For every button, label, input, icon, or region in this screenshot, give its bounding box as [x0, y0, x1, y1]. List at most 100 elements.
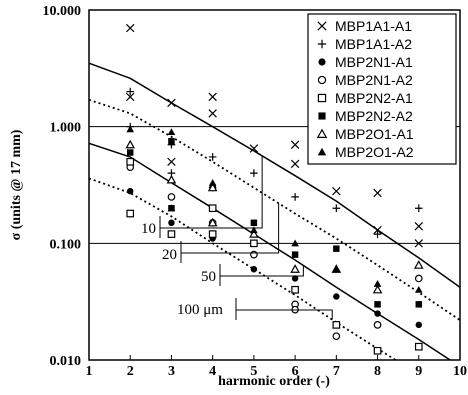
data-point: [168, 138, 175, 145]
open-square-marker: [167, 230, 176, 238]
plus-marker: [250, 169, 258, 177]
data-point: [374, 310, 381, 317]
legend-marker: [316, 128, 328, 138]
plus-marker: [126, 87, 135, 96]
data-point: [414, 204, 423, 213]
data-point: [291, 239, 299, 247]
open-circle-marker: [414, 274, 423, 283]
data-point: [290, 264, 300, 273]
x-tick-label: 2: [127, 364, 134, 379]
reference-curve: [89, 62, 460, 288]
reference-curves: [89, 62, 460, 360]
data-point: [208, 109, 217, 118]
data-point: [168, 219, 175, 227]
data-point: [126, 209, 135, 218]
data-point: [332, 332, 341, 341]
x-tick-label: 9: [415, 364, 422, 379]
filled-circle-marker: [250, 265, 258, 273]
reference-curve: [89, 142, 452, 360]
data-point: [414, 342, 423, 351]
x-marker: [317, 21, 327, 31]
open-square-marker: [373, 346, 382, 355]
data-point: [332, 321, 341, 329]
curve-label: 10: [141, 221, 156, 237]
x-marker: [208, 92, 217, 102]
filled-circle-marker: [415, 321, 423, 329]
filled-square-marker: [415, 301, 423, 308]
filled-square-marker: [168, 138, 175, 145]
plus-marker: [208, 153, 217, 161]
data-points: [125, 23, 424, 355]
data-point: [291, 275, 299, 282]
x-tick-label: 1: [86, 364, 93, 379]
filled-triangle-marker: [317, 147, 327, 156]
data-point: [249, 144, 259, 153]
x-marker: [290, 159, 300, 169]
annotation-leader: [220, 265, 304, 277]
open-triangle-marker: [207, 217, 218, 227]
filled-triangle-marker: [167, 128, 176, 136]
annotation-leader: [160, 155, 263, 229]
x-tick-label: 3: [168, 364, 175, 379]
filled-triangle-marker: [167, 204, 176, 212]
data-point: [126, 125, 135, 133]
data-point: [125, 23, 135, 33]
filled-square-marker: [333, 245, 340, 252]
x-tick-label: 4: [209, 364, 216, 379]
x-marker: [414, 239, 424, 248]
curve-label: 50: [201, 269, 216, 285]
filled-circle-marker: [168, 219, 175, 227]
data-point: [250, 239, 258, 248]
data-point: [125, 92, 135, 102]
y-tick-label: 1.000: [50, 121, 82, 136]
x-tick-label: 5: [250, 364, 257, 379]
y-axis-label: σ (units @ 17 mm): [9, 129, 24, 240]
filled-square-marker: [126, 149, 134, 156]
x-marker: [373, 225, 382, 235]
data-point: [250, 226, 258, 234]
legend-item: MBP2N2-A1: [317, 90, 413, 106]
plus-marker: [291, 193, 299, 201]
y-tick-label: 0.100: [50, 237, 82, 252]
data-point: [413, 260, 424, 269]
open-triangle-marker: [290, 264, 300, 273]
legend-label: MBP2N2-A2: [335, 108, 413, 124]
legend-label: MBP2N2-A1: [335, 90, 413, 106]
data-point: [333, 245, 340, 252]
data-point: [167, 193, 176, 201]
open-square-marker: [126, 209, 135, 218]
plus-marker: [373, 230, 382, 238]
data-point: [250, 219, 258, 227]
data-point: [126, 187, 134, 195]
data-point: [125, 139, 136, 149]
legend-item: MBP1A1-A2: [317, 36, 412, 52]
filled-triangle-marker: [126, 125, 135, 133]
plot-frame: [88, 9, 461, 361]
data-point: [374, 301, 381, 308]
data-point: [415, 301, 423, 308]
x-tick-label: 6: [292, 364, 299, 379]
open-square-marker: [332, 321, 341, 329]
data-point: [373, 346, 382, 355]
open-triangle-marker: [413, 260, 424, 269]
data-point: [167, 230, 176, 238]
annotation-leader: [181, 203, 280, 254]
legend-marker: [317, 39, 327, 49]
data-point: [167, 204, 176, 212]
data-point: [333, 293, 340, 300]
data-point: [208, 204, 217, 213]
filled-triangle-marker: [291, 239, 299, 247]
open-square-marker: [414, 342, 423, 351]
legend-label: MBP2O1-A1: [335, 126, 414, 142]
data-point: [372, 284, 383, 294]
plus-marker: [317, 39, 327, 49]
open-square-marker: [126, 157, 135, 166]
legend-marker: [318, 112, 326, 120]
x-marker: [167, 157, 176, 167]
open-circle-marker: [317, 75, 327, 85]
open-triangle-marker: [249, 229, 259, 238]
legend-item: MBP2N1-A2: [317, 72, 413, 88]
data-point: [126, 87, 135, 96]
data-point: [167, 98, 176, 108]
